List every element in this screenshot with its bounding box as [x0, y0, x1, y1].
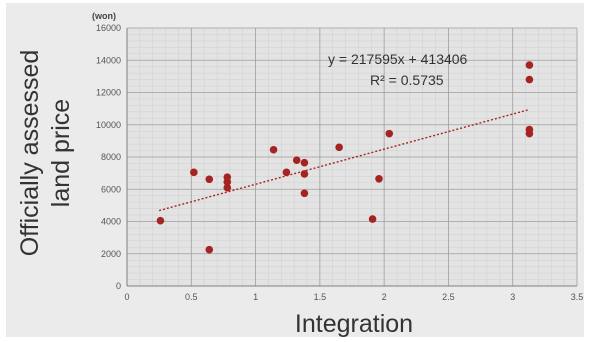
y-tick-label: 8000	[101, 152, 121, 162]
x-tick-label: 0	[124, 292, 129, 302]
y-axis-title-line-2: land price	[47, 99, 75, 207]
data-point	[525, 75, 534, 84]
y-tick-label: 10000	[96, 120, 121, 130]
data-point	[156, 216, 165, 225]
data-point	[205, 175, 214, 184]
tick-labels: 0 2000 4000 6000 8000 10000 12000 14000 16000 0 0.…	[96, 23, 583, 302]
x-tick-label: 3.5	[571, 292, 584, 302]
grid-lines	[126, 27, 578, 287]
y-tick-label: 0	[116, 281, 121, 291]
x-tick-label: 3	[510, 292, 515, 302]
y-tick-label: 12000	[96, 88, 121, 98]
data-points	[156, 61, 534, 254]
y-tick-label: 4000	[101, 217, 121, 227]
data-point	[223, 178, 232, 186]
y-tick-label: 16000	[96, 23, 121, 33]
data-point	[335, 143, 343, 152]
y-tick-label: 14000	[96, 55, 121, 65]
y-axis-title-line-1: Officially assessed	[16, 50, 44, 257]
data-point	[375, 174, 383, 183]
data-point	[368, 215, 377, 223]
y-tick-label: 6000	[101, 184, 121, 194]
data-point	[292, 156, 301, 165]
data-point	[525, 61, 534, 69]
data-point	[190, 168, 198, 177]
data-point	[300, 158, 309, 167]
data-point	[282, 168, 291, 177]
trendline-equation: y = 217595x + 413406	[328, 51, 468, 67]
y-tick-label: 2000	[101, 249, 121, 259]
x-tick-label: 2.5	[442, 292, 455, 302]
scatter-chart: 0 2000 4000 6000 8000 10000 12000 14000 16000 0 0.…	[16, 11, 583, 337]
x-tick-label: 0.5	[185, 292, 198, 302]
data-point	[385, 129, 394, 138]
data-point	[205, 245, 214, 254]
data-point	[300, 170, 309, 178]
y-unit-label: (won)	[92, 11, 116, 21]
data-point	[269, 145, 278, 154]
x-tick-label: 1.5	[314, 292, 327, 302]
data-point	[300, 189, 309, 198]
x-tick-label: 1	[253, 292, 258, 302]
data-point	[223, 183, 232, 192]
x-axis-title: Integration	[295, 310, 413, 337]
x-tick-label: 2	[382, 292, 387, 302]
chart-frame: 0 2000 4000 6000 8000 10000 12000 14000 16000 0 0.…	[6, 3, 584, 337]
r-squared-label: R² = 0.5735	[370, 72, 444, 88]
data-point	[525, 129, 534, 138]
